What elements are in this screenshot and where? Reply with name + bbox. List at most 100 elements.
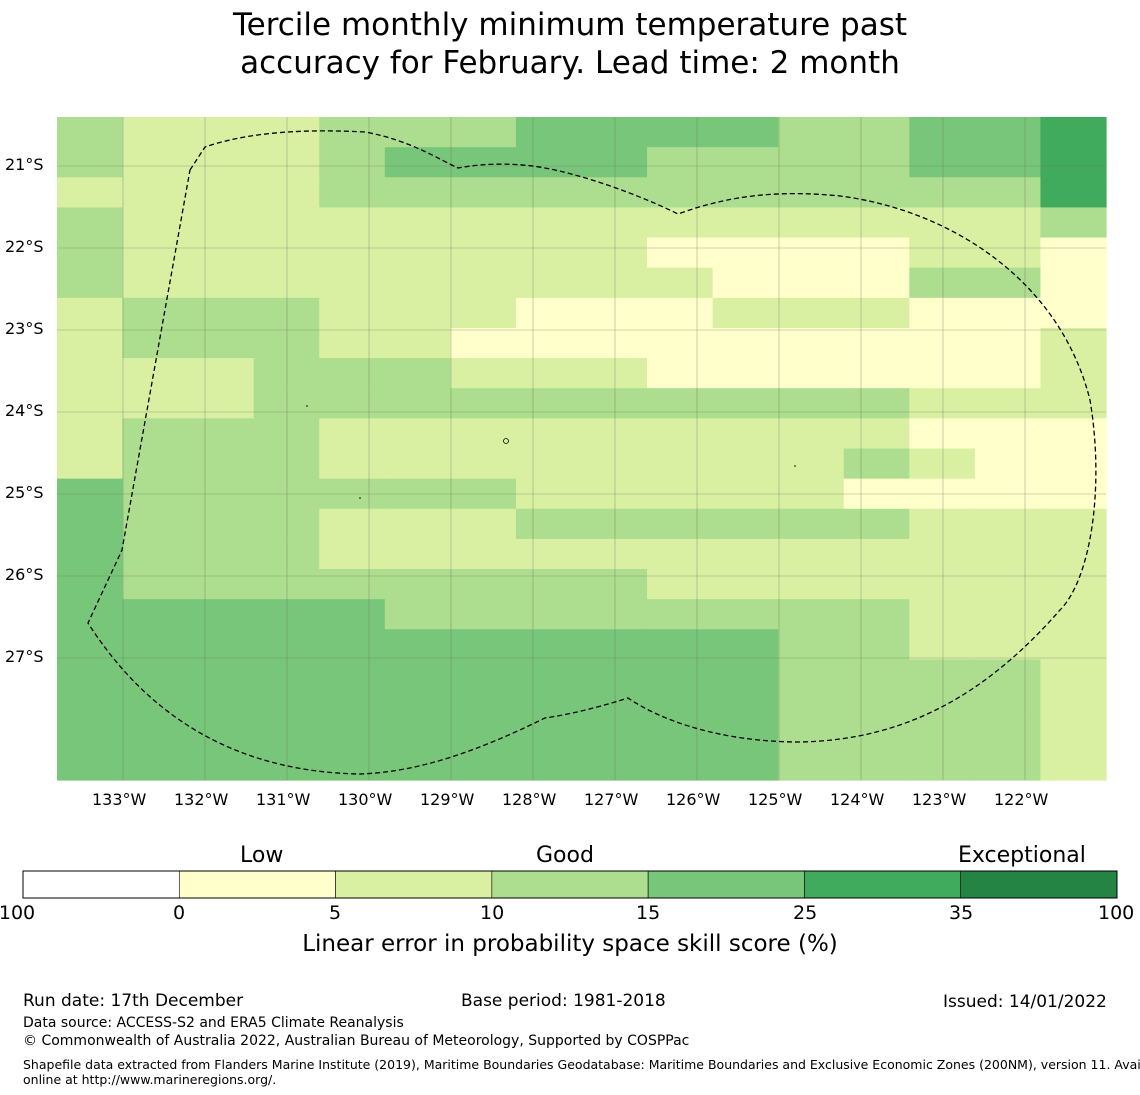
skill-cell [974, 749, 1042, 781]
eez-boundary-line [87, 130, 1097, 775]
skill-cell [843, 659, 910, 691]
skill-cell [57, 117, 124, 148]
skill-cell [778, 358, 845, 389]
skill-cell [778, 599, 845, 630]
skill-cell [450, 538, 517, 570]
colorbar-segment [491, 870, 649, 899]
skill-cell [909, 388, 976, 419]
colorbar-tick: 15 [636, 902, 661, 924]
skill-cell [647, 569, 714, 600]
skill-cell [778, 749, 845, 781]
skill-cell [778, 117, 845, 148]
skill-cell [974, 207, 1042, 239]
skill-cell [450, 147, 517, 178]
lat-label: 25°S [5, 483, 44, 502]
skill-cell [450, 237, 517, 269]
skill-cell [1040, 659, 1107, 691]
skill-cell [319, 358, 386, 389]
lon-label: 133°W [92, 790, 147, 809]
skill-cell [647, 147, 714, 178]
skill-cell [122, 237, 189, 269]
skill-cell [319, 297, 386, 329]
skill-cell [384, 569, 451, 600]
skill-cell [319, 327, 386, 359]
skill-cell [515, 599, 583, 630]
lon-label: 128°W [502, 790, 557, 809]
skill-cell [909, 358, 976, 389]
skill-cell [843, 327, 910, 359]
skill-cell [384, 689, 451, 721]
skill-cell [712, 719, 779, 751]
skill-cell [1040, 267, 1107, 299]
skill-cell [909, 327, 976, 359]
skill-cell [122, 358, 189, 389]
skill-cell [1040, 629, 1107, 661]
skill-cell [384, 177, 451, 209]
colorbar-segment [178, 870, 336, 899]
map-title: Tercile monthly minimum temperature past… [0, 6, 1140, 82]
skill-cell [319, 267, 386, 299]
skill-cell [974, 689, 1042, 721]
skill-cell [515, 719, 583, 751]
skill-cell [57, 508, 124, 540]
skill-cell [319, 418, 386, 450]
skill-cell [974, 267, 1042, 299]
skill-cell [581, 358, 648, 389]
skill-cell [515, 418, 583, 450]
skill-cell [188, 719, 255, 751]
skill-cell [319, 749, 386, 781]
skill-cell [57, 538, 124, 570]
skill-cell [712, 207, 779, 239]
skill-cell [712, 177, 779, 209]
skill-cell [384, 508, 451, 540]
skill-cell [57, 237, 124, 269]
skill-cell [122, 177, 189, 209]
skill-grid-cells [57, 117, 1107, 781]
skill-cell [581, 448, 648, 480]
skill-cell [188, 538, 255, 570]
skill-cell [1040, 749, 1107, 781]
skill-cell [515, 629, 583, 661]
skill-cell [384, 267, 451, 299]
skill-cell [319, 237, 386, 269]
skill-cell [122, 207, 189, 239]
island-markers [306, 405, 796, 499]
skill-cell [843, 599, 910, 630]
skill-cell [974, 538, 1042, 570]
skill-cell [384, 388, 451, 419]
skill-cell [319, 538, 386, 570]
skill-cell [1040, 147, 1107, 178]
skill-cell [57, 719, 124, 751]
shapefile-credit-line-1: Shapefile data extracted from Flanders M… [23, 1057, 1140, 1072]
skill-cell [188, 177, 255, 209]
skill-cell [188, 749, 255, 781]
skill-cell [57, 388, 124, 419]
skill-cell [188, 599, 255, 630]
skill-cell [581, 569, 648, 600]
skill-cell [122, 659, 189, 691]
skill-cell [909, 177, 976, 209]
skill-cell [647, 117, 714, 148]
skill-cell [515, 508, 583, 540]
lat-label: 21°S [5, 155, 44, 174]
skill-cell [450, 569, 517, 600]
skill-cell [450, 177, 517, 209]
skill-cell [647, 237, 714, 269]
skill-cell [122, 749, 189, 781]
skill-cell [1040, 297, 1107, 329]
skill-cell [1040, 538, 1107, 570]
skill-cell [450, 327, 517, 359]
skill-cell [647, 358, 714, 389]
lon-label: 130°W [338, 790, 393, 809]
skill-cell [57, 689, 124, 721]
skill-cell [188, 659, 255, 691]
skill-cell [712, 418, 779, 450]
skill-cell [122, 267, 189, 299]
colorbar-tick: -100 [0, 902, 36, 924]
skill-cell [974, 418, 1042, 450]
colorbar-segment [335, 870, 493, 899]
skill-cell [778, 689, 845, 721]
skill-cell [57, 267, 124, 299]
island-marker [359, 497, 361, 499]
skill-cell [909, 448, 976, 480]
